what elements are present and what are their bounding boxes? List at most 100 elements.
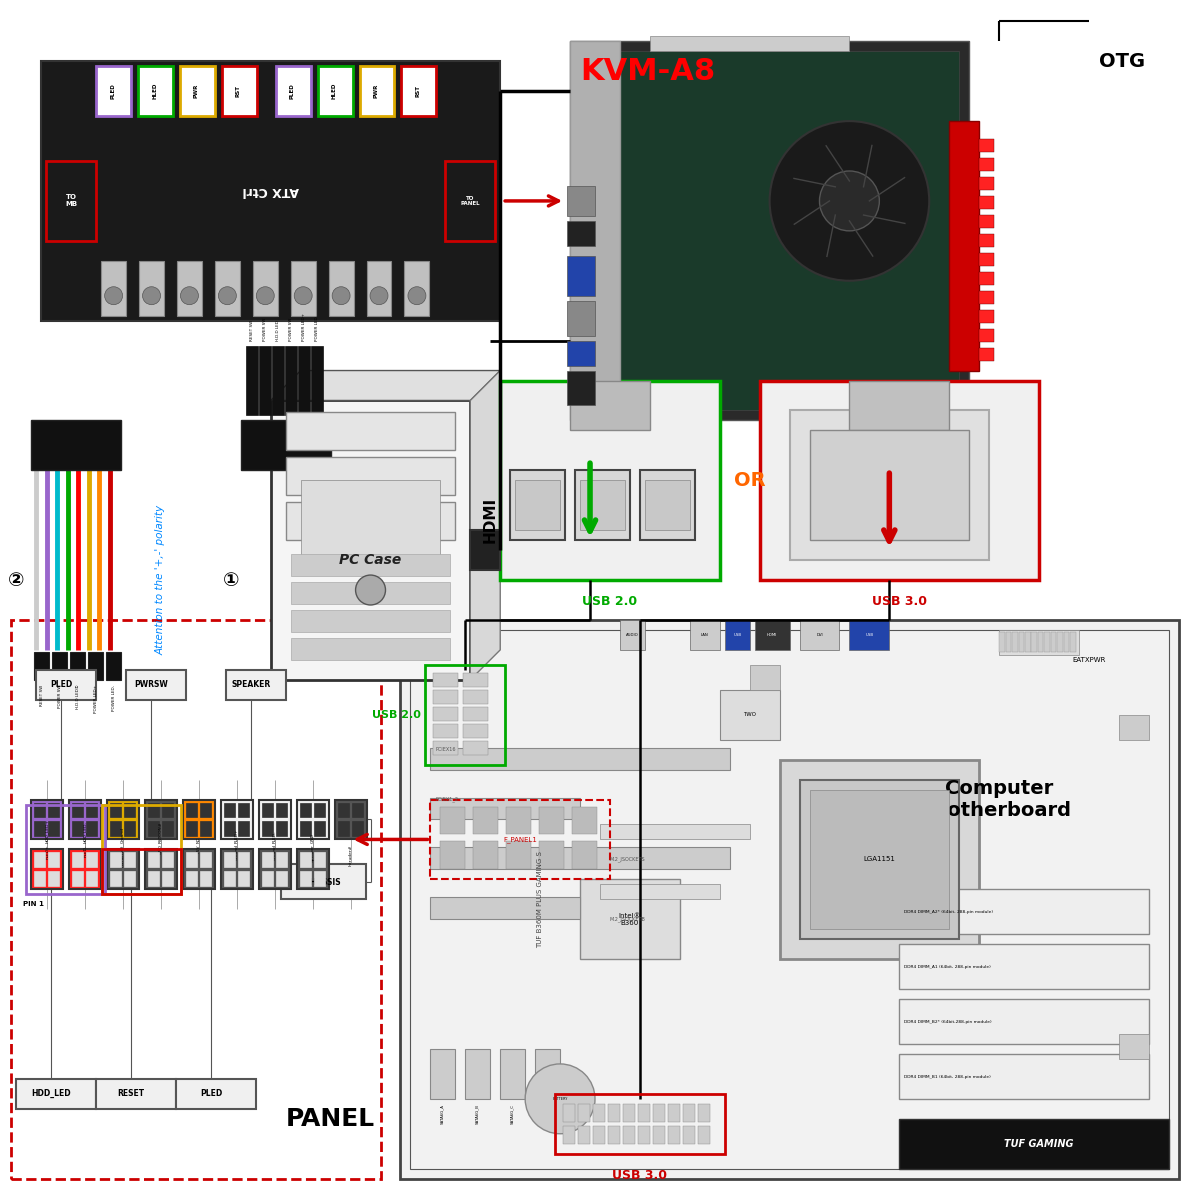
Bar [145, 850, 176, 889]
Text: POWER LED-: POWER LED- [314, 314, 319, 341]
Bar [810, 431, 970, 540]
Text: PCIEX16: PCIEX16 [436, 748, 456, 752]
Bar [186, 871, 197, 887]
Text: TO
PANEL: TO PANEL [461, 196, 480, 206]
Bar [640, 470, 695, 540]
Bar [433, 707, 458, 721]
Bar [401, 620, 1178, 1178]
Bar [608, 1126, 620, 1144]
Text: M.2_JSOCKETB: M.2_JSOCKETB [610, 917, 646, 922]
Text: OR: OR [734, 470, 766, 490]
Bar [352, 822, 362, 836]
Bar [300, 852, 311, 868]
Bar [500, 380, 720, 580]
Bar [102, 850, 181, 894]
Bar [979, 176, 994, 190]
Bar [979, 271, 994, 284]
Circle shape [294, 287, 312, 305]
Bar [301, 480, 440, 560]
Bar [433, 740, 458, 755]
Text: Speaker: Speaker [311, 845, 314, 862]
Bar [200, 871, 211, 887]
Bar [690, 620, 720, 650]
Bar [262, 803, 272, 817]
Bar [366, 260, 391, 316]
Bar [899, 944, 1148, 989]
Bar [572, 841, 598, 869]
Circle shape [180, 287, 198, 305]
Bar [697, 1104, 709, 1122]
Bar [48, 871, 59, 887]
Text: PLED: PLED [110, 83, 115, 100]
Text: H.D.D LED: H.D.D LED [276, 319, 280, 341]
Bar [262, 871, 272, 887]
Bar [433, 673, 458, 686]
Text: HDD_LED: HDD_LED [31, 1090, 71, 1098]
Bar [107, 850, 139, 889]
Bar [1038, 632, 1044, 652]
Text: Intruder#: Intruder# [348, 845, 353, 865]
Bar [799, 620, 840, 650]
Bar [506, 841, 532, 869]
Bar [570, 380, 650, 431]
Bar [276, 822, 287, 836]
Bar [162, 803, 173, 817]
Bar [572, 806, 598, 834]
Bar [222, 66, 257, 116]
Bar [238, 803, 248, 817]
Bar [148, 803, 160, 817]
Bar [110, 822, 121, 836]
Bar [290, 260, 316, 316]
Bar [620, 620, 644, 650]
Bar [276, 803, 287, 817]
Text: DVI: DVI [816, 632, 823, 637]
Text: HDD_LED+: HDD_LED+ [46, 820, 49, 844]
Text: AUDIO: AUDIO [626, 632, 638, 637]
Text: HLED: HLED [331, 83, 337, 100]
Polygon shape [271, 371, 500, 401]
Bar [578, 1104, 590, 1122]
Bar [259, 850, 290, 889]
Bar [720, 690, 780, 739]
Text: RESET SW: RESET SW [250, 319, 254, 341]
Bar [979, 329, 994, 342]
Bar [563, 1104, 575, 1122]
Text: PLED: PLED [289, 83, 295, 100]
Bar [11, 620, 380, 1178]
Text: RESET SW: RESET SW [41, 685, 44, 706]
Circle shape [370, 287, 388, 305]
Bar [162, 871, 173, 887]
Bar [26, 804, 106, 894]
Bar [650, 36, 850, 52]
Bar [35, 652, 49, 680]
Bar [96, 1079, 176, 1109]
Text: Ground: Ground [121, 828, 125, 844]
Bar [215, 260, 240, 316]
Bar [440, 841, 466, 869]
Text: PLED-: PLED- [83, 845, 88, 857]
Bar [311, 346, 323, 415]
Bar [1000, 630, 1079, 655]
Bar [31, 799, 64, 840]
Bar [290, 554, 450, 576]
Bar [578, 1126, 590, 1144]
Bar [271, 346, 283, 415]
Bar [290, 610, 450, 632]
Text: GND: GND [311, 834, 314, 844]
Bar [568, 256, 595, 295]
Bar [979, 196, 994, 209]
Bar [623, 1104, 635, 1122]
Text: BATTERY: BATTERY [552, 1097, 568, 1100]
Bar [500, 1049, 526, 1099]
Bar [221, 799, 253, 840]
Bar [126, 670, 186, 700]
Bar [568, 186, 595, 216]
Bar [979, 139, 994, 152]
Bar [463, 724, 488, 738]
Text: PWRSW: PWRSW [134, 680, 168, 689]
Bar [286, 503, 455, 540]
Bar [224, 852, 235, 868]
Bar [1032, 632, 1037, 652]
Bar [148, 871, 160, 887]
Bar [463, 707, 488, 721]
